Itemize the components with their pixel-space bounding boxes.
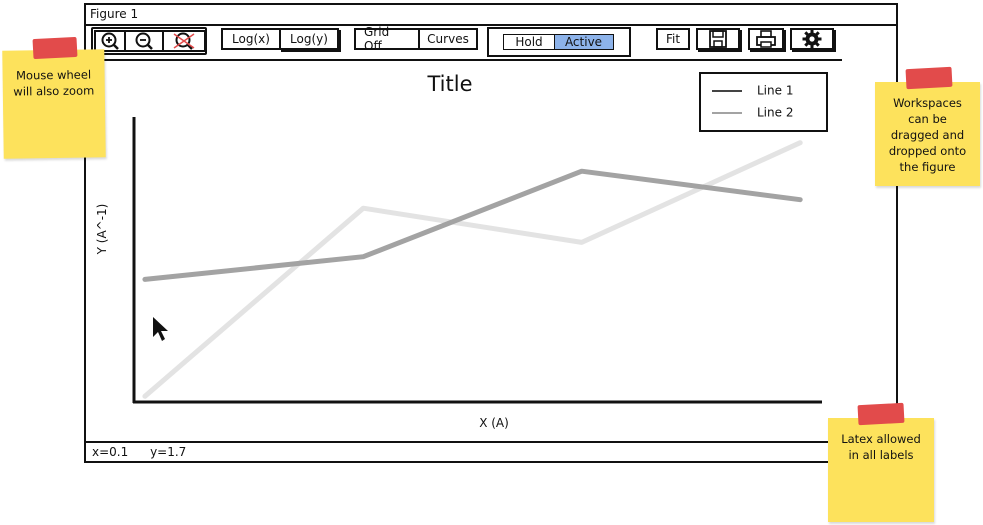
save-icon (709, 30, 727, 48)
toolbar-separator (86, 59, 842, 61)
sticky-note-latex-text: Latex allowed in all labels (841, 432, 921, 462)
legend-label-line-2: Line 2 (757, 106, 793, 120)
sticky-note-zoom-text: Mouse wheel will also zoom (13, 67, 95, 99)
zoom-group (91, 27, 207, 55)
plot-area[interactable]: Title X (A) Y (A^-1) Line 1 Line 2 (86, 61, 896, 451)
log-group: Log(x) Log(y) (221, 28, 339, 54)
zoom-reset-button[interactable] (162, 30, 206, 52)
hold-active-toggle: Hold Active (487, 27, 631, 57)
figure-window: Figure 1 (84, 3, 898, 463)
chart-title: Title (426, 72, 472, 96)
log-y-button[interactable]: Log(y) (279, 28, 339, 50)
x-readout: x=0.1 (92, 445, 129, 459)
y-readout: y=1.7 (150, 445, 187, 459)
legend: Line 1 Line 2 (699, 72, 828, 132)
y-axis-label: Y (A^-1) (95, 204, 109, 256)
view-group: Grid Off Curves (354, 25, 478, 54)
log-x-button[interactable]: Log(x) (221, 28, 281, 50)
zoom-out-button[interactable] (124, 30, 164, 52)
settings-button[interactable] (790, 28, 834, 50)
sticky-note-workspaces-tape (905, 66, 953, 90)
zoom-reset-icon (173, 32, 195, 50)
fit-button[interactable]: Fit (656, 28, 690, 50)
legend-label-line-1: Line 1 (757, 84, 793, 98)
print-button[interactable] (748, 28, 784, 50)
sticky-note-latex-tape (857, 402, 905, 426)
output-group (696, 28, 834, 54)
save-button[interactable] (696, 28, 740, 50)
sticky-note-zoom-tape (32, 36, 78, 60)
curves-button[interactable]: Curves (418, 28, 478, 50)
sticky-note-workspaces: Workspaces can be dragged and dropped on… (875, 82, 980, 186)
sticky-note-workspaces-text: Workspaces can be dragged and dropped on… (888, 96, 967, 174)
hold-option[interactable]: Hold (503, 34, 555, 50)
fit-group: Fit (656, 28, 690, 54)
zoom-out-icon (135, 32, 153, 50)
sticky-note-latex: Latex allowed in all labels (828, 418, 934, 522)
zoom-in-icon (101, 32, 119, 50)
sticky-note-zoom: Mouse wheel will also zoom (2, 49, 106, 159)
print-icon (756, 30, 776, 48)
gear-icon (802, 29, 822, 49)
series-line-2 (142, 140, 803, 399)
mouse-cursor-icon (153, 317, 168, 341)
x-axis-label: X (A) (479, 416, 509, 430)
series-line-1 (142, 168, 803, 282)
series-layer (142, 140, 803, 399)
active-option[interactable]: Active (553, 34, 614, 50)
status-bar: x=0.1 y=1.7 (86, 441, 896, 461)
toolbar: Log(x) Log(y) Grid Off Curves Hold Activ… (86, 24, 896, 60)
window-title: Figure 1 (86, 5, 896, 26)
grid-toggle-button[interactable]: Grid Off (354, 25, 420, 53)
